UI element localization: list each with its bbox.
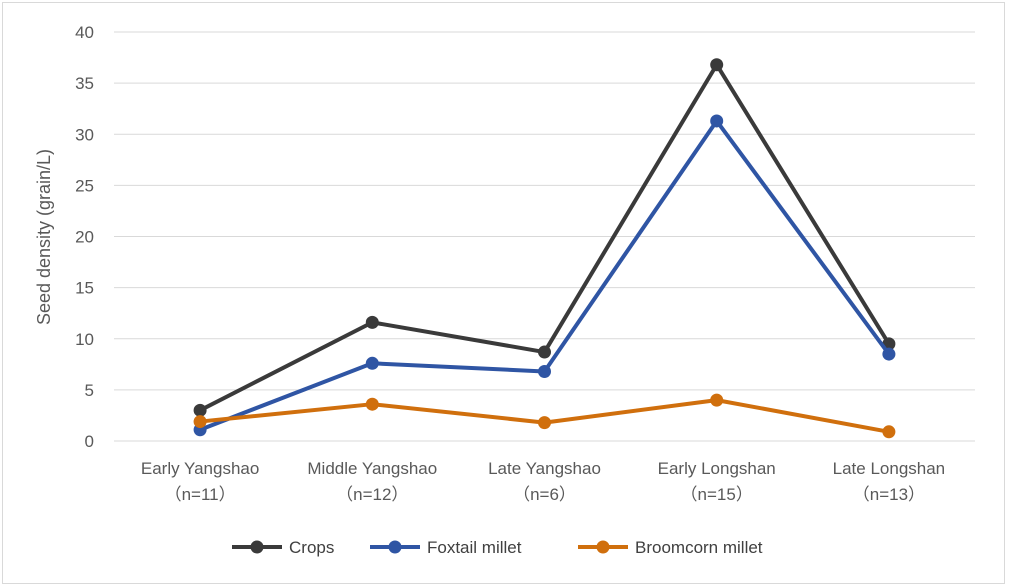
data-point-broomcorn-millet [710, 393, 724, 407]
x-tick-sublabel: （n=12） [336, 485, 408, 504]
x-tick-label: Early Yangshao [141, 459, 259, 478]
y-tick-label: 35 [75, 74, 94, 93]
y-tick-label: 15 [75, 279, 94, 298]
x-tick-label: Late Yangshao [488, 459, 601, 478]
legend-label: Broomcorn millet [635, 538, 763, 557]
data-point-crops [193, 403, 207, 417]
legend-label: Foxtail millet [427, 538, 522, 557]
y-tick-label: 25 [75, 176, 94, 195]
y-tick-label: 40 [75, 23, 94, 42]
y-tick-label: 5 [85, 381, 94, 400]
legend-label: Crops [289, 538, 334, 557]
data-point-foxtail-millet [538, 364, 551, 378]
data-point-broomcorn-millet [193, 415, 207, 429]
x-tick-sublabel: （n=11） [165, 485, 236, 504]
data-point-broomcorn-millet [365, 397, 379, 411]
data-point-crops [710, 58, 724, 72]
data-point-broomcorn-millet [538, 416, 551, 430]
data-point-crops [365, 315, 379, 329]
y-axis-title: Seed density (grain/L) [34, 149, 54, 325]
x-tick-sublabel: （n=6） [513, 485, 576, 504]
data-point-foxtail-millet [710, 114, 724, 128]
y-tick-label: 20 [75, 228, 94, 247]
legend-swatch-marker [250, 540, 264, 554]
x-tick-label: Early Longshan [658, 459, 776, 478]
x-tick-sublabel: （n=13） [853, 485, 925, 504]
data-point-crops [538, 345, 551, 359]
legend-swatch-marker [388, 540, 402, 554]
x-tick-label: Middle Yangshao [307, 459, 437, 478]
legend-swatch-marker [596, 540, 610, 554]
y-tick-label: 10 [75, 330, 94, 349]
data-point-foxtail-millet [882, 347, 896, 361]
x-tick-label: Late Longshan [833, 459, 946, 478]
data-point-broomcorn-millet [882, 425, 896, 439]
y-tick-label: 30 [75, 125, 94, 144]
data-point-foxtail-millet [365, 356, 379, 370]
x-tick-sublabel: （n=15） [681, 485, 753, 504]
series-line-foxtail-millet [199, 118, 891, 432]
y-tick-label: 0 [85, 432, 94, 451]
